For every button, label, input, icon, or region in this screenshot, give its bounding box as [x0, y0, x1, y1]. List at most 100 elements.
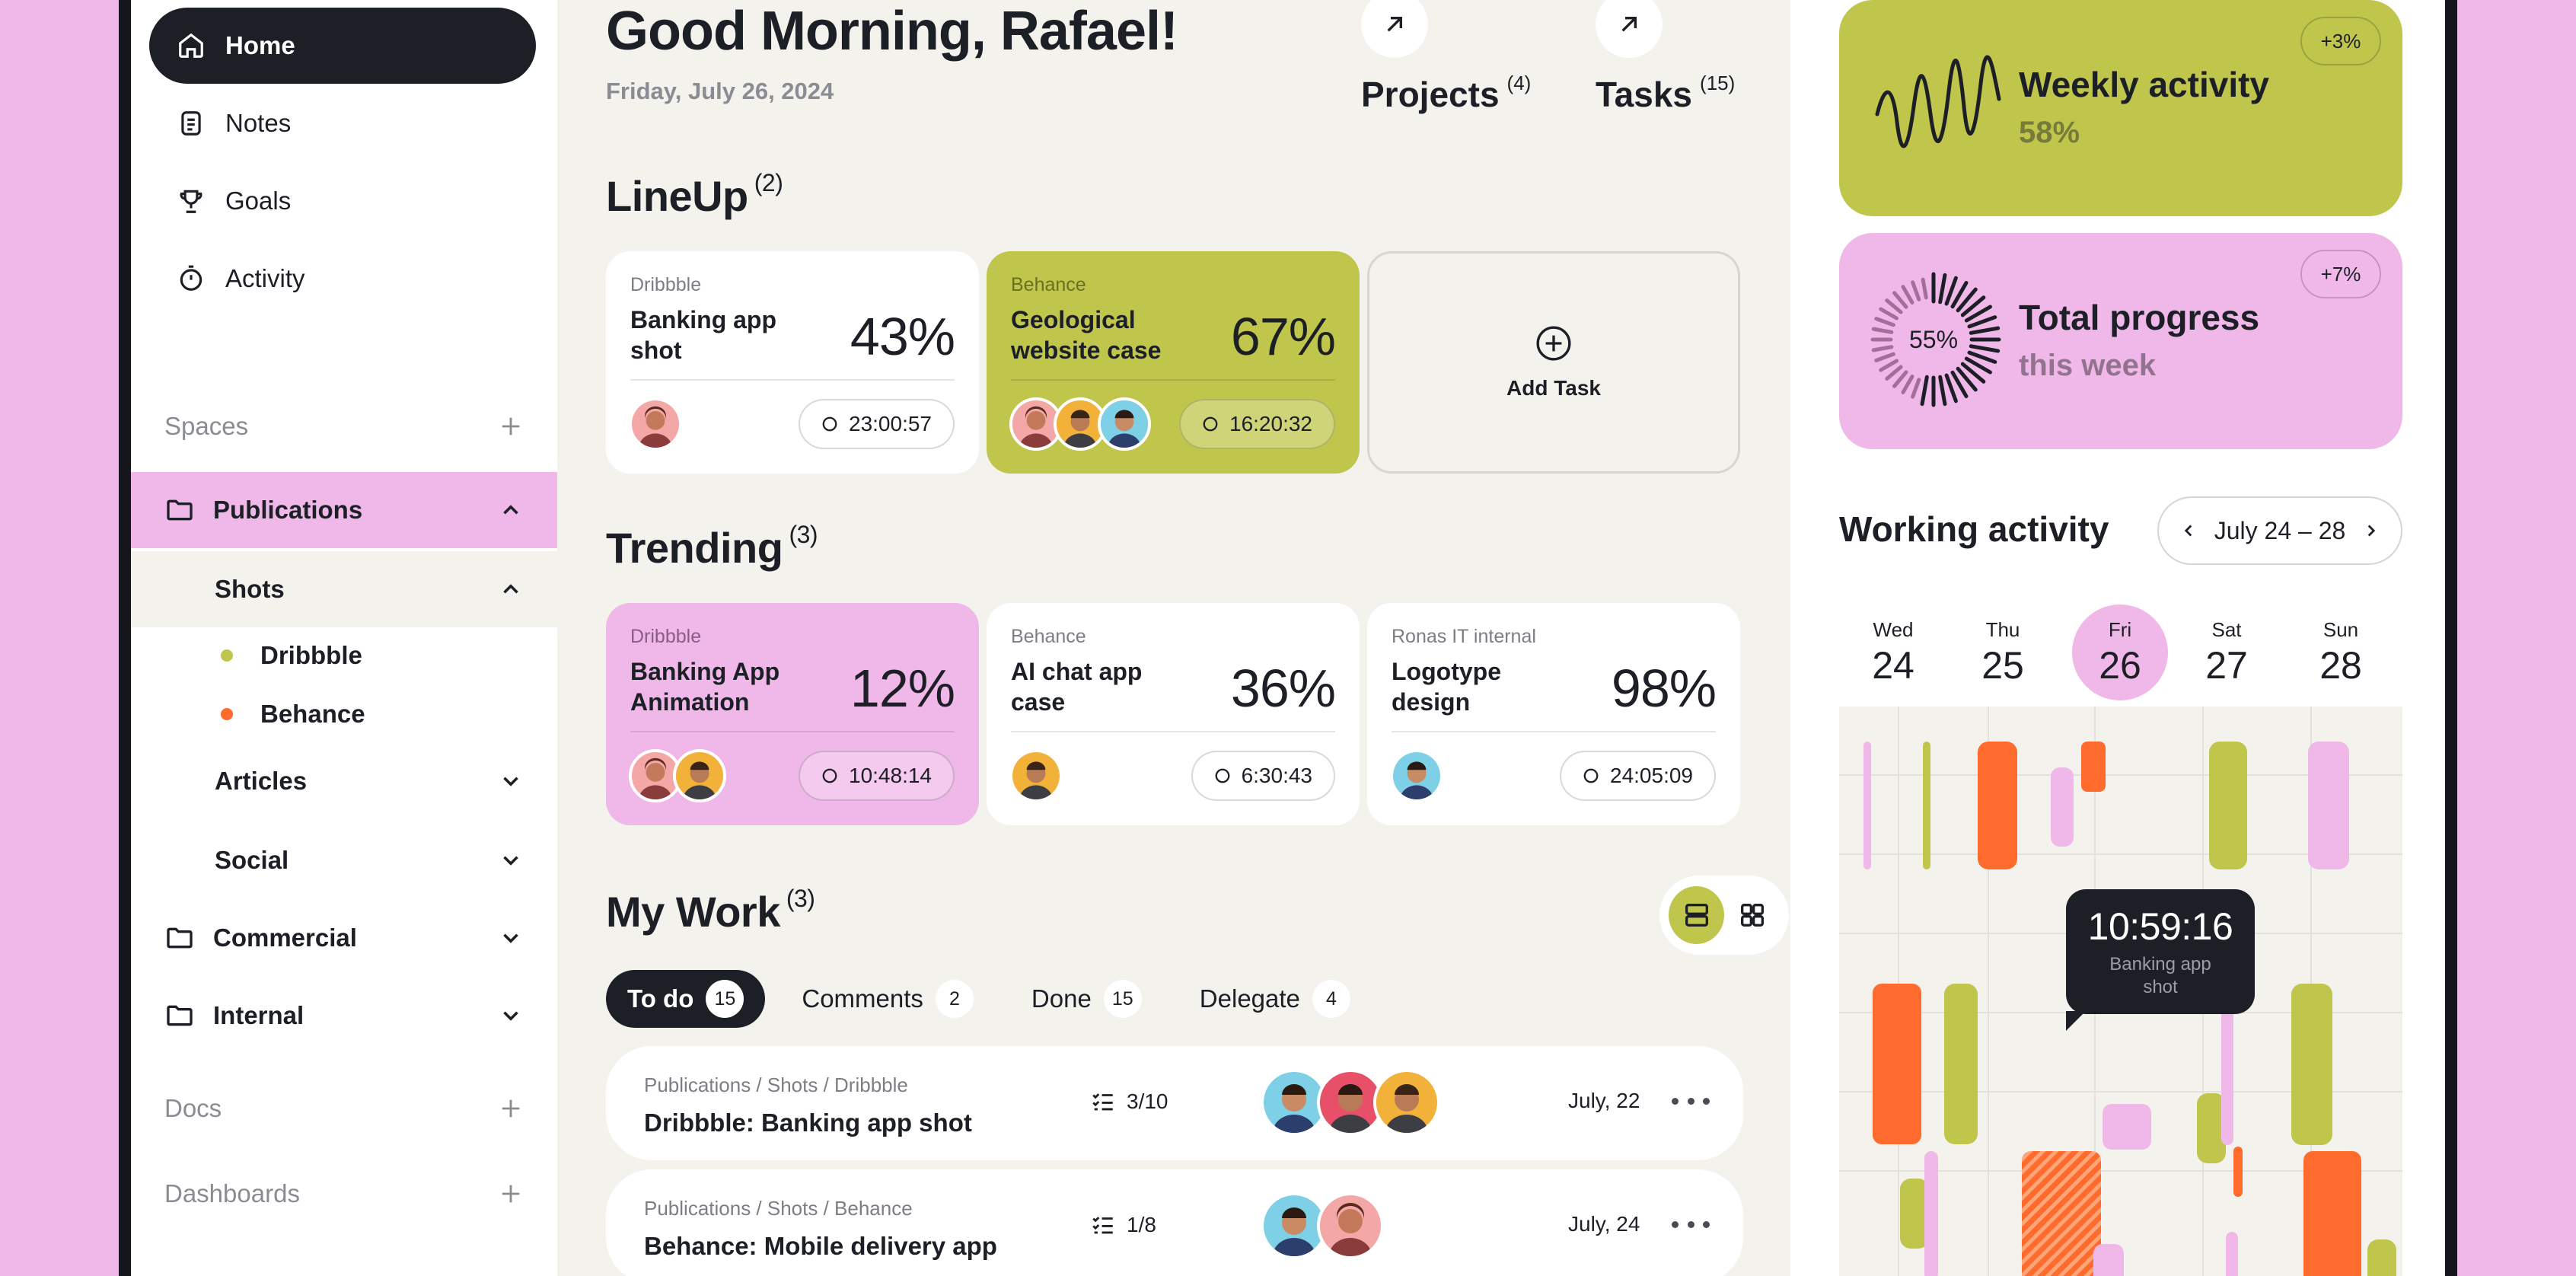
nav-activity[interactable]: Activity	[149, 241, 536, 317]
total-progress-widget[interactable]: 55% +7% Total progress this week	[1839, 233, 2402, 449]
card-percent: 43%	[850, 307, 955, 366]
grid-view-button[interactable]	[1724, 886, 1780, 944]
avatar[interactable]	[1373, 1069, 1440, 1136]
avatar[interactable]	[673, 749, 726, 802]
trending-heading: Trending (3)	[606, 521, 818, 573]
avatar[interactable]	[1317, 1192, 1384, 1259]
shots-item-behance[interactable]: Behance	[215, 687, 365, 741]
avatar[interactable]	[1009, 749, 1063, 802]
folder-articles[interactable]: Articles	[131, 743, 557, 819]
folder-publications[interactable]: Publications	[131, 472, 557, 548]
lineup-card[interactable]: Dribbble Banking app shot 43% 23:00:57	[606, 251, 979, 474]
day-sat[interactable]: Sat 27	[2179, 605, 2275, 700]
folder-shots[interactable]: Shots	[131, 551, 557, 627]
shots-label: Shots	[215, 575, 285, 603]
change-badge: +7%	[2300, 250, 2381, 298]
tasks-stat[interactable]: Tasks (15)	[1596, 0, 1735, 115]
spaces-label: Spaces	[164, 412, 249, 440]
card-title: Banking app shot	[630, 306, 777, 364]
more-options-icon[interactable]	[1672, 1086, 1710, 1116]
progress-tick	[1921, 277, 1928, 300]
chevron-right-icon[interactable]	[2361, 521, 2381, 541]
day-fri[interactable]: Fri 26	[2072, 605, 2168, 700]
avatar[interactable]	[1098, 397, 1151, 451]
spaces-section[interactable]: Spaces	[131, 388, 557, 464]
progress-tick	[1892, 370, 1908, 388]
shots-item-dribbble[interactable]: Dribbble	[215, 629, 362, 682]
day-number: 28	[2319, 643, 2362, 687]
timer-badge[interactable]: 23:00:57	[799, 399, 955, 449]
dashboards-section[interactable]: Dashboards	[131, 1156, 557, 1232]
timer-badge[interactable]: 16:20:32	[1179, 399, 1335, 449]
activity-bars[interactable]	[1863, 742, 2396, 1276]
widget-subtitle: this week	[2019, 349, 2157, 382]
avatar[interactable]	[1009, 397, 1063, 451]
rows-icon	[1685, 904, 1708, 927]
timer-badge[interactable]: 6:30:43	[1191, 751, 1335, 801]
lineup-card[interactable]: Behance Geological website case 67% 16:2…	[987, 251, 1360, 474]
tab-delegate[interactable]: Delegate 4	[1178, 970, 1372, 1028]
task-date: July, 22	[1568, 1089, 1640, 1112]
avatar[interactable]	[629, 397, 682, 451]
chevron-up-icon[interactable]	[498, 576, 524, 602]
folder-social[interactable]: Social	[131, 822, 557, 898]
tab-label: To do	[627, 984, 694, 1013]
tab-done[interactable]: Done 15	[1010, 970, 1163, 1028]
chevron-up-icon[interactable]	[498, 497, 524, 523]
task-row[interactable]: Publications / Shots / Dribbble Dribbble…	[606, 1046, 1743, 1160]
avatar[interactable]	[629, 749, 682, 802]
chevron-left-icon[interactable]	[2179, 521, 2198, 541]
add-dashboard-icon[interactable]	[498, 1181, 524, 1207]
day-wed[interactable]: Wed 24	[1845, 605, 1941, 700]
nav-home[interactable]: Home	[149, 8, 536, 84]
activity-calendar: Wed 24 Thu 25 Fri 26 Sat 27 Sun 28	[1839, 594, 2402, 1276]
day-number: 24	[1872, 643, 1914, 687]
avatar-group	[1261, 1069, 1440, 1136]
avatar[interactable]	[1390, 749, 1443, 802]
avatar[interactable]	[1261, 1192, 1328, 1259]
chevron-down-icon[interactable]	[498, 1003, 524, 1029]
day-thu[interactable]: Thu 25	[1955, 605, 2051, 700]
progress-ring	[1870, 272, 2001, 407]
task-row[interactable]: Publications / Shots / Behance Behance: …	[606, 1169, 1743, 1276]
progress-tick	[1964, 356, 1992, 375]
weekly-activity-widget[interactable]: +3% Weekly activity 58%	[1839, 0, 2402, 216]
folder-internal[interactable]: Internal	[131, 978, 557, 1054]
timer-badge[interactable]: 24:05:09	[1560, 751, 1716, 801]
folder-commercial[interactable]: Commercial	[131, 900, 557, 976]
day-sun[interactable]: Sun 28	[2293, 605, 2389, 700]
progress-tick	[1920, 375, 1929, 407]
chevron-down-icon[interactable]	[498, 847, 524, 873]
more-options-icon[interactable]	[1672, 1209, 1710, 1239]
chevron-down-icon[interactable]	[498, 768, 524, 794]
trending-card[interactable]: Behance AI chat app case 36% 6:30:43	[987, 603, 1360, 825]
trending-card[interactable]: Dribbble Banking App Animation 12% 10:48…	[606, 603, 979, 825]
progress-tick	[1871, 327, 1894, 334]
tab-todo[interactable]: To do 15	[606, 970, 766, 1028]
tab-comments[interactable]: Comments 2	[780, 970, 995, 1028]
nav-notes[interactable]: Notes	[149, 85, 536, 161]
card-source: Behance	[1011, 274, 1086, 295]
chevron-down-icon[interactable]	[498, 925, 524, 951]
publications-label: Publications	[213, 496, 363, 524]
timer-badge[interactable]: 10:48:14	[799, 751, 955, 801]
tooltip-time: 10:59:16	[2087, 905, 2233, 948]
date-range-picker[interactable]: July 24 – 28	[2157, 496, 2402, 565]
date-range-label: July 24 – 28	[2214, 516, 2346, 544]
nav-goals[interactable]: Goals	[149, 163, 536, 239]
avatar[interactable]	[1317, 1069, 1384, 1136]
checklist-value: 1/8	[1127, 1213, 1156, 1236]
projects-stat[interactable]: Projects (4)	[1361, 0, 1531, 115]
card-source: Dribbble	[630, 274, 702, 295]
avatar-group	[1009, 397, 1151, 451]
add-task-button[interactable]: Add Task	[1367, 251, 1740, 474]
trending-card[interactable]: Ronas IT internal Logotype design 98% 24…	[1367, 603, 1740, 825]
add-space-icon[interactable]	[498, 413, 524, 439]
arrow-up-right-icon[interactable]	[1361, 0, 1428, 58]
day-number: 27	[2205, 643, 2248, 687]
list-view-button[interactable]	[1669, 886, 1724, 944]
docs-section[interactable]: Docs	[131, 1070, 557, 1147]
arrow-up-right-icon[interactable]	[1596, 0, 1663, 58]
avatar[interactable]	[1261, 1069, 1328, 1136]
add-doc-icon[interactable]	[498, 1096, 524, 1121]
